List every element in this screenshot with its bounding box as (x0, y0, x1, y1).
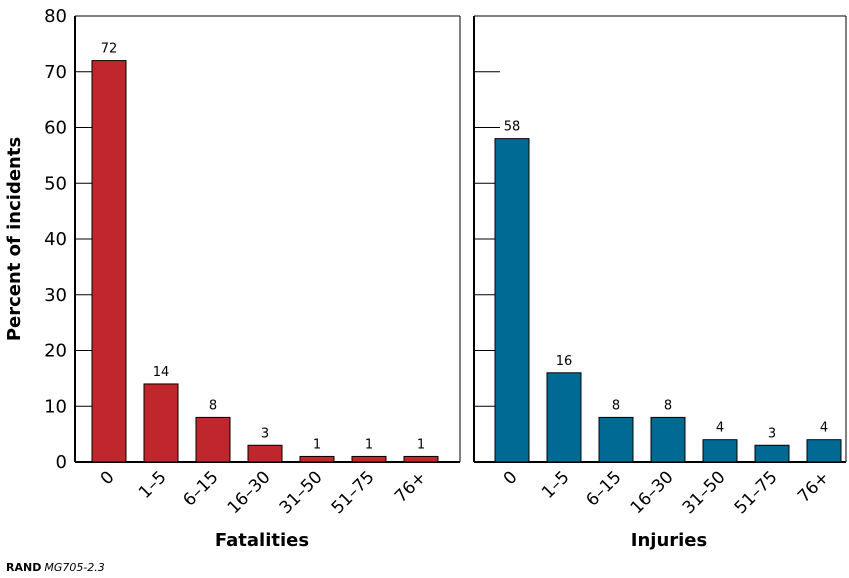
bar-1-5 (755, 445, 789, 462)
y-tick-label-30: 30 (44, 285, 67, 306)
category-label-1-1: 1–5 (538, 467, 573, 502)
data-label-0-6: 1 (417, 437, 425, 452)
category-label-0-0: 0 (97, 467, 119, 489)
category-label-0-1: 1–5 (135, 467, 170, 502)
y-tick-label-60: 60 (44, 118, 67, 139)
bar-1-0 (495, 139, 529, 462)
category-label-0-4: 31–50 (276, 467, 327, 518)
bar-1-1 (547, 373, 581, 462)
category-label-1-0: 0 (500, 467, 522, 489)
y-tick-label-40: 40 (44, 229, 67, 250)
data-label-0-4: 1 (313, 437, 321, 452)
bar-1-6 (807, 440, 841, 462)
category-label-1-3: 16–30 (627, 467, 678, 518)
bar-1-2 (599, 417, 633, 462)
bar-0-1 (144, 384, 178, 462)
category-label-1-4: 31–50 (679, 467, 730, 518)
category-label-1-6: 76+ (794, 467, 834, 507)
data-label-1-6: 4 (820, 421, 828, 436)
data-label-0-3: 3 (261, 426, 269, 441)
bar-0-2 (196, 417, 230, 462)
panel-title-0: Fatalities (215, 530, 309, 551)
data-label-0-1: 14 (153, 365, 170, 380)
panel-title-1: Injuries (631, 530, 707, 551)
y-tick-label-10: 10 (44, 396, 67, 417)
category-label-0-6: 76+ (391, 467, 431, 507)
bar-0-5 (352, 456, 386, 462)
bar-1-3 (651, 417, 685, 462)
data-label-0-0: 72 (101, 42, 118, 57)
bar-1-4 (703, 440, 737, 462)
data-label-1-4: 4 (716, 421, 724, 436)
source-org: RAND (6, 561, 41, 574)
category-label-0-2: 6–15 (179, 467, 222, 510)
data-label-0-2: 8 (209, 398, 217, 413)
y-tick-label-20: 20 (44, 341, 67, 362)
bar-0-4 (300, 456, 334, 462)
data-label-1-3: 8 (664, 398, 672, 413)
y-tick-label-80: 80 (44, 6, 67, 27)
y-tick-label-70: 70 (44, 62, 67, 83)
y-tick-label-0: 0 (56, 452, 67, 473)
data-label-1-0: 58 (504, 120, 521, 135)
bar-0-0 (92, 61, 126, 462)
y-tick-label-50: 50 (44, 173, 67, 194)
bar-0-6 (404, 456, 438, 462)
data-label-1-5: 3 (768, 426, 776, 441)
category-label-1-5: 51–75 (731, 467, 782, 518)
source-line: RAND MG705-2.3 (6, 561, 105, 574)
category-label-0-5: 51–75 (328, 467, 379, 518)
category-label-0-3: 16–30 (224, 467, 275, 518)
data-label-1-2: 8 (612, 398, 620, 413)
bar-0-3 (248, 445, 282, 462)
source-id: MG705-2.3 (44, 561, 104, 574)
data-label-1-1: 16 (556, 354, 573, 369)
data-label-0-5: 1 (365, 437, 373, 452)
category-label-1-2: 6–15 (582, 467, 625, 510)
y-axis-label: Percent of incidents (4, 137, 25, 341)
